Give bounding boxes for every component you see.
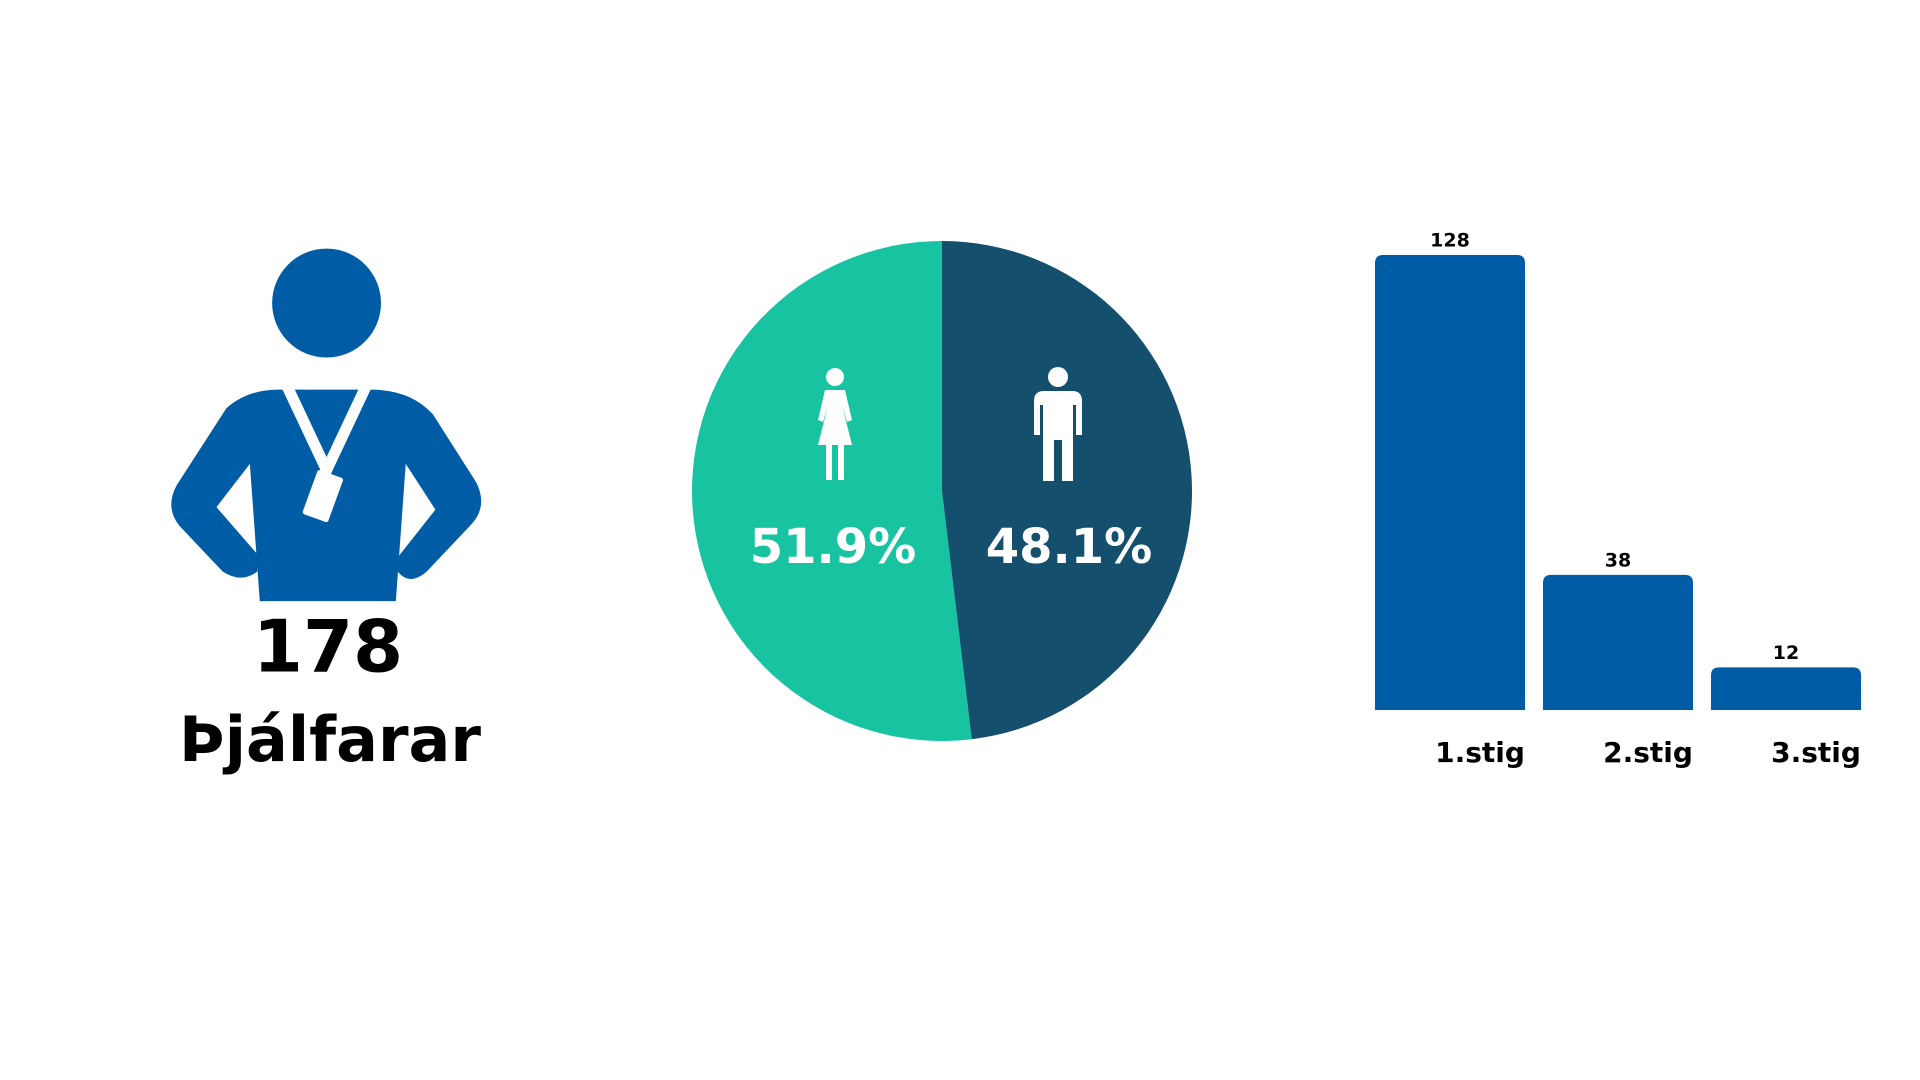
value-label: 48.1% xyxy=(986,519,1153,575)
value-label: 51.9% xyxy=(750,519,917,575)
bar xyxy=(1375,255,1525,710)
pie-slice xyxy=(942,241,1193,740)
headline-label: Þjálfarar xyxy=(179,703,481,776)
x-tick-label: 1.stig xyxy=(1435,736,1525,769)
pie-slice xyxy=(692,241,972,741)
bar xyxy=(1543,574,1693,710)
coach-icon xyxy=(171,248,482,602)
x-tick-label: 3.stig xyxy=(1771,736,1861,769)
x-tick-label: 2.stig xyxy=(1603,736,1693,769)
female-icon xyxy=(818,368,852,480)
data-label: 12 xyxy=(1773,642,1799,664)
headline-value: 178 xyxy=(253,605,403,689)
data-label: 38 xyxy=(1605,549,1631,571)
male-icon xyxy=(1034,367,1082,481)
bar xyxy=(1711,667,1861,710)
data-label: 128 xyxy=(1430,230,1470,252)
